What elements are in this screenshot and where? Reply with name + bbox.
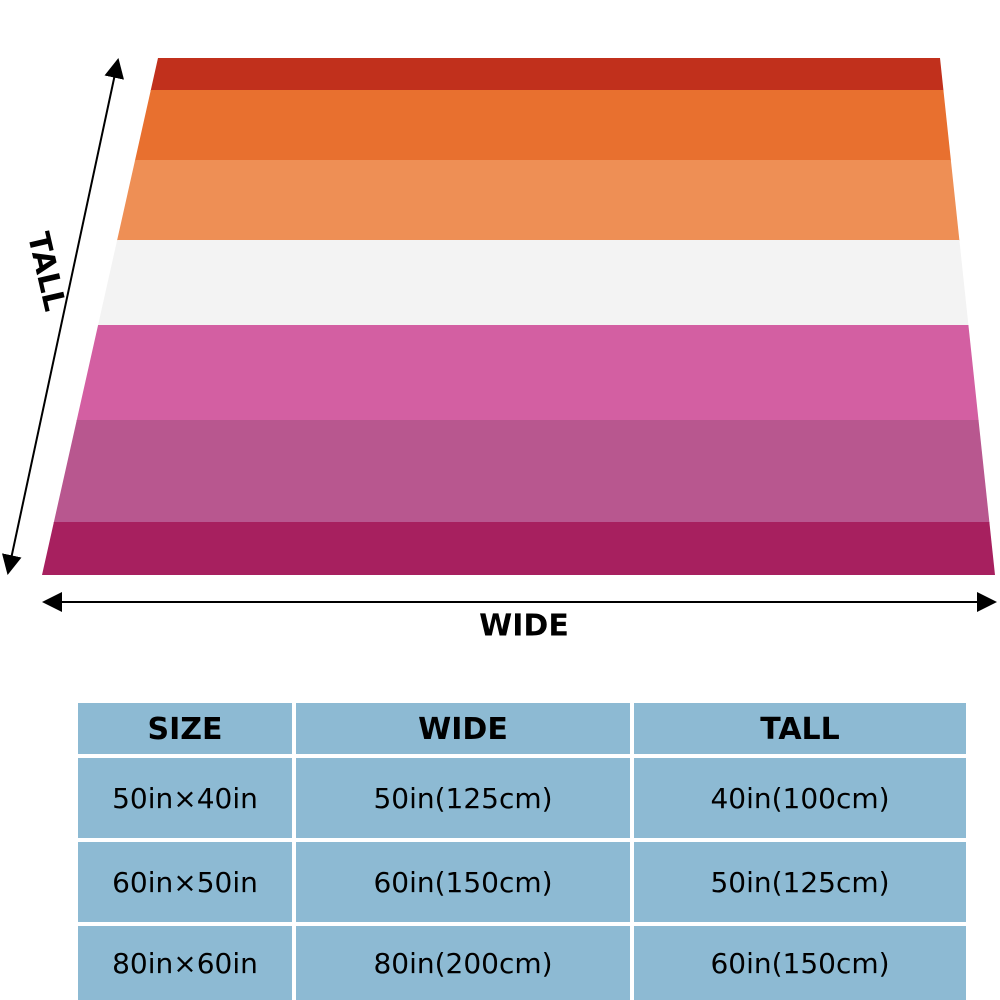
table-header: WIDE xyxy=(418,712,508,747)
table-cell xyxy=(634,926,966,1000)
table-header: SIZE xyxy=(147,712,222,747)
table-cell-text: 60in(150cm) xyxy=(373,866,552,899)
table-cell xyxy=(78,926,292,1000)
table-cell xyxy=(78,842,292,922)
size-table: SIZE WIDE TALL 50in×40in 50in(125cm) 40in(100… xyxy=(78,703,966,1000)
table-cell xyxy=(78,758,292,838)
wide-label: WIDE xyxy=(479,609,569,644)
stripe xyxy=(42,522,995,575)
stripe xyxy=(42,325,995,421)
stripe xyxy=(42,90,995,161)
table-cell-text: 80in×60in xyxy=(112,947,258,980)
table-cell xyxy=(634,703,966,754)
stripe xyxy=(42,420,995,523)
table-cell xyxy=(296,926,630,1000)
table-cell-text: 40in(100cm) xyxy=(710,782,889,815)
blanket xyxy=(42,58,995,575)
table-cell-text: 80in(200cm) xyxy=(373,947,552,980)
tall-label: TALL xyxy=(20,229,72,314)
table-cell-text: 50in×40in xyxy=(112,782,258,815)
table-cell xyxy=(296,842,630,922)
stripe xyxy=(42,240,995,326)
table-cell xyxy=(634,842,966,922)
table-cell-text: 60in(150cm) xyxy=(710,947,889,980)
table-cell xyxy=(634,758,966,838)
table-cell-text: 50in(125cm) xyxy=(373,782,552,815)
tall-arrow xyxy=(1,58,125,575)
stripe xyxy=(42,160,995,241)
stripe xyxy=(42,58,995,91)
table-header: TALL xyxy=(760,712,840,747)
table-cell-text: 60in×50in xyxy=(112,866,258,899)
table-cell xyxy=(296,758,630,838)
table-cell xyxy=(296,703,630,754)
table-cell xyxy=(78,703,292,754)
table-cell-text: 50in(125cm) xyxy=(710,866,889,899)
